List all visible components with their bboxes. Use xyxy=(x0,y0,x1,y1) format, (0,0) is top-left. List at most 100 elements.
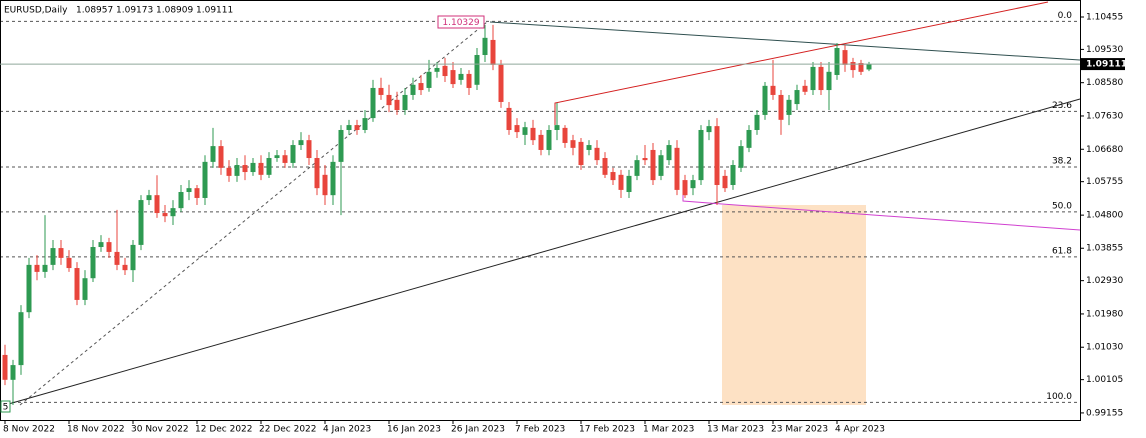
trend-line-red xyxy=(554,1,1049,125)
candle-body xyxy=(178,192,184,209)
x-tick-label: 17 Feb 2023 xyxy=(579,425,635,435)
candle-body xyxy=(698,129,704,181)
candle-body xyxy=(330,161,336,196)
candle-body xyxy=(578,141,584,166)
x-tick-label: 23 Mar 2023 xyxy=(771,425,828,435)
y-tick-label: 1.07630 xyxy=(1086,111,1123,121)
candle-body xyxy=(162,213,168,217)
candle-body xyxy=(794,90,800,105)
candle-body xyxy=(570,140,576,148)
candle-body xyxy=(306,140,312,159)
candle-body xyxy=(90,247,96,279)
y-tick-label: 1.01980 xyxy=(1086,309,1123,319)
candle-body xyxy=(834,48,840,75)
y-tick-label: 1.09530 xyxy=(1086,45,1123,55)
candle-body xyxy=(826,71,832,91)
x-tick-label: 8 Nov 2022 xyxy=(3,425,55,435)
rectangle-zone xyxy=(722,205,866,405)
candle-body xyxy=(722,175,728,189)
candle-body xyxy=(242,165,248,173)
fib-high-label: 1.10329 xyxy=(442,18,479,28)
fib-level-label: 0.0 xyxy=(1058,11,1073,21)
candle-body xyxy=(170,208,176,217)
candle-body xyxy=(490,39,496,65)
candle-body xyxy=(154,195,160,214)
candle-body xyxy=(338,129,344,162)
y-tick-label: 1.10455 xyxy=(1086,12,1123,22)
candle-body xyxy=(34,264,40,272)
y-tick-label: 1.03855 xyxy=(1086,244,1123,254)
y-tick-label: 1.05755 xyxy=(1086,177,1123,187)
plot-frame xyxy=(0,0,1081,421)
candle-body xyxy=(818,66,824,91)
candle-body xyxy=(562,127,568,143)
candle-body xyxy=(130,244,136,271)
fib-level-label: 50.0 xyxy=(1052,201,1072,211)
candle-body xyxy=(610,172,616,181)
candle-body xyxy=(746,129,752,148)
candle-body xyxy=(274,155,280,159)
candle-body xyxy=(810,66,816,91)
candle-body xyxy=(58,248,64,258)
candle-body xyxy=(106,242,112,252)
ohlc-close: 1.09111 xyxy=(196,6,233,16)
candle-body xyxy=(714,126,720,186)
candle-body xyxy=(738,146,744,168)
candle-body xyxy=(186,188,192,193)
candle-body xyxy=(442,65,448,77)
candle-body xyxy=(674,147,680,190)
candle-body xyxy=(146,195,152,201)
candle-body xyxy=(2,354,8,380)
candle-body xyxy=(234,165,240,176)
candle-body xyxy=(378,87,384,95)
x-tick-label: 1 Mar 2023 xyxy=(643,425,694,435)
trend-line xyxy=(489,21,1081,61)
candle-body xyxy=(626,175,632,193)
candle-body xyxy=(362,118,368,130)
x-tick-label: 18 Nov 2022 xyxy=(67,425,125,435)
candle-body xyxy=(394,99,400,111)
fib-level-label: 23.6 xyxy=(1052,101,1072,111)
candle-body xyxy=(402,94,408,111)
candle-body xyxy=(282,155,288,163)
y-tick-label: 1.06680 xyxy=(1086,145,1123,155)
candle-body xyxy=(866,64,872,70)
ohlc-high: 1.09173 xyxy=(116,6,153,16)
x-tick-label: 26 Jan 2023 xyxy=(451,425,505,435)
candle-body xyxy=(210,146,216,162)
candle-body xyxy=(802,85,808,92)
x-tick-label: 22 Dec 2022 xyxy=(259,425,317,435)
candle-body xyxy=(618,174,624,190)
symbol: EURUSD,Daily xyxy=(4,6,68,16)
candle-body xyxy=(98,242,104,248)
candle-body xyxy=(642,158,648,161)
x-tick-label: 30 Nov 2022 xyxy=(131,425,189,435)
candle-body xyxy=(762,85,768,115)
candle-body xyxy=(50,248,56,265)
candle-body xyxy=(778,94,784,120)
candle-body xyxy=(474,55,480,85)
candle-body xyxy=(594,147,600,161)
fib-level-label: 100.0 xyxy=(1046,392,1072,402)
fib-levels: 0.0 23.6 38.2 50.0 61.8 100.0 xyxy=(0,11,1080,403)
candle-body xyxy=(586,145,592,150)
candle-body xyxy=(74,268,80,300)
candle-body xyxy=(194,188,200,198)
fib-level-label: 61.8 xyxy=(1052,246,1072,256)
fib-low-box xyxy=(0,400,11,413)
candle-body xyxy=(786,99,792,115)
y-tick-label: 1.00105 xyxy=(1086,375,1123,385)
candle-body xyxy=(690,180,696,189)
x-tick-label: 12 Dec 2022 xyxy=(195,425,253,435)
candle-body xyxy=(506,107,512,130)
candle-body xyxy=(386,94,392,106)
candle-body xyxy=(842,50,848,65)
candle-body xyxy=(730,165,736,186)
y-tick-label: 1.01030 xyxy=(1086,343,1123,353)
candle-body xyxy=(114,251,120,265)
candle-body xyxy=(258,162,264,175)
trend-line-black xyxy=(4,98,1081,406)
